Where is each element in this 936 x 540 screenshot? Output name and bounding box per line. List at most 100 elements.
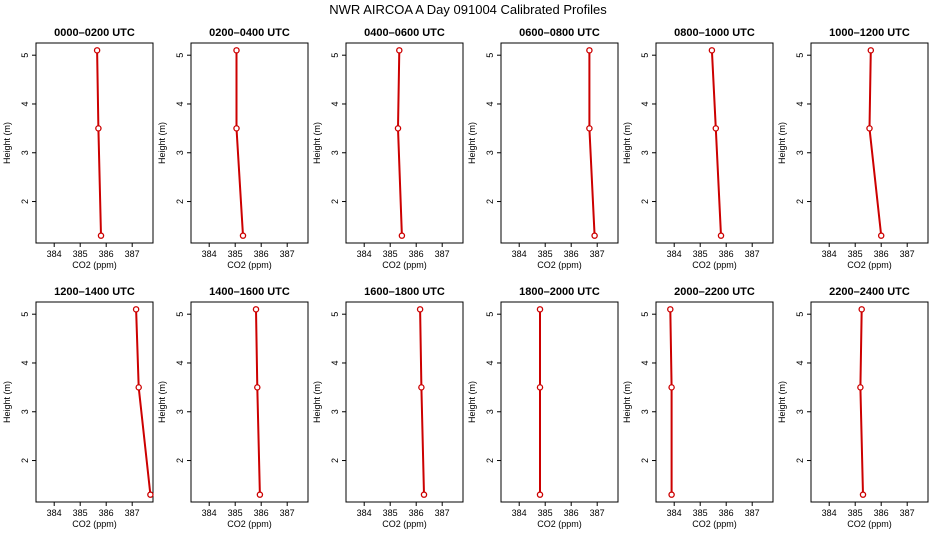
x-tick-label: 385 [73, 249, 88, 259]
x-axis-label: CO2 (ppm) [382, 519, 427, 529]
panel-10: 2000–2200 UTC 384 385 386 387 2 3 4 5 CO2 (ppm) He… [622, 286, 774, 529]
panel-11: 2200–2400 UTC 384 385 386 387 2 3 4 5 CO2 (ppm) He… [777, 286, 929, 529]
panel-title: 1400–1600 UTC [209, 286, 290, 298]
panel-title: 2000–2200 UTC [674, 286, 755, 298]
x-tick-label: 386 [254, 249, 269, 259]
y-tick-label: 4 [485, 101, 495, 106]
data-point [97, 232, 105, 239]
x-axis-label: CO2 (ppm) [692, 519, 737, 529]
y-tick-label: 5 [20, 53, 30, 58]
y-axis-label: Height (m) [312, 381, 322, 423]
x-tick-label: 387 [590, 249, 605, 259]
y-axis-label: Height (m) [622, 381, 632, 423]
panel-title: 0600–0800 UTC [519, 27, 600, 39]
x-tick-label: 385 [73, 508, 88, 518]
y-tick-label: 2 [485, 458, 495, 463]
y-tick-label: 2 [795, 458, 805, 463]
y-tick-label: 4 [330, 101, 340, 106]
y-tick-label: 3 [640, 409, 650, 414]
x-tick-label: 387 [900, 508, 915, 518]
data-point [233, 47, 240, 54]
x-tick-label: 384 [512, 249, 527, 259]
y-axis-label: Height (m) [467, 122, 477, 164]
y-tick-label: 2 [640, 199, 650, 204]
panels-group: 0000–0200 UTC 384 385 386 387 2 3 4 5 CO2 (ppm) He… [2, 27, 929, 529]
y-tick-label: 2 [20, 199, 30, 204]
x-tick-label: 387 [125, 508, 140, 518]
y-tick-label: 5 [175, 53, 185, 58]
y-axis-label: Height (m) [777, 122, 787, 164]
y-tick-label: 2 [640, 458, 650, 463]
plot-frame [810, 42, 929, 244]
x-tick-label: 385 [538, 249, 553, 259]
x-tick-label: 384 [47, 508, 62, 518]
panel-3: 0600–0800 UTC 384 385 386 387 2 3 4 5 CO2 (ppm) He… [467, 27, 619, 270]
y-tick-label: 4 [640, 360, 650, 365]
data-point [256, 491, 264, 498]
data-point [147, 491, 154, 498]
x-tick-label: 386 [409, 249, 424, 259]
y-tick-label: 2 [20, 458, 30, 463]
y-tick-label: 5 [795, 53, 805, 58]
data-point [536, 491, 544, 498]
x-tick-label: 384 [667, 508, 682, 518]
data-point [717, 232, 725, 239]
x-tick-label: 384 [822, 249, 837, 259]
data-point [254, 384, 261, 391]
x-tick-label: 386 [564, 249, 579, 259]
y-axis-label: Height (m) [2, 122, 12, 164]
data-point [252, 306, 260, 313]
x-tick-label: 386 [409, 508, 424, 518]
panel-title: 1600–1800 UTC [364, 286, 445, 298]
y-axis-label: Height (m) [312, 122, 322, 164]
x-axis-label: CO2 (ppm) [382, 260, 427, 270]
x-axis-label: CO2 (ppm) [72, 519, 117, 529]
panel-8: 1600–1800 UTC 384 385 386 387 2 3 4 5 CO2 (ppm) He… [312, 286, 464, 529]
profile-line [588, 50, 596, 236]
y-tick-label: 2 [175, 199, 185, 204]
x-axis-label: CO2 (ppm) [537, 260, 582, 270]
plot-frame [345, 42, 464, 244]
x-tick-label: 387 [900, 249, 915, 259]
data-point [536, 384, 544, 391]
x-tick-label: 387 [435, 249, 450, 259]
y-tick-label: 5 [485, 312, 495, 317]
x-tick-label: 385 [228, 249, 243, 259]
x-tick-label: 384 [357, 249, 372, 259]
y-tick-label: 4 [795, 360, 805, 365]
panel-title: 1000–1200 UTC [829, 27, 910, 39]
x-axis-label: CO2 (ppm) [227, 260, 272, 270]
data-point [591, 232, 598, 239]
y-tick-label: 3 [330, 409, 340, 414]
y-tick-label: 2 [330, 199, 340, 204]
plot-frame [35, 42, 154, 244]
x-tick-label: 386 [564, 508, 579, 518]
x-tick-label: 385 [383, 249, 398, 259]
x-tick-label: 387 [280, 249, 295, 259]
data-point [867, 47, 875, 54]
y-tick-label: 4 [330, 360, 340, 365]
x-axis-label: CO2 (ppm) [847, 519, 892, 529]
x-tick-label: 384 [202, 249, 217, 259]
data-point [93, 47, 101, 54]
data-point [416, 306, 424, 313]
x-axis-label: CO2 (ppm) [72, 260, 117, 270]
panel-title: 0800–1000 UTC [674, 27, 755, 39]
profile-line [419, 309, 425, 495]
y-tick-label: 5 [640, 312, 650, 317]
x-tick-label: 384 [667, 249, 682, 259]
y-tick-label: 4 [175, 360, 185, 365]
y-tick-label: 2 [175, 458, 185, 463]
y-axis-label: Height (m) [622, 122, 632, 164]
profile-line [235, 50, 244, 236]
plot-frame [190, 301, 309, 503]
data-point [857, 384, 864, 391]
x-axis-label: CO2 (ppm) [227, 519, 272, 529]
x-tick-label: 386 [874, 508, 889, 518]
panel-0: 0000–0200 UTC 384 385 386 387 2 3 4 5 CO2 (ppm) He… [2, 27, 154, 270]
data-point [667, 306, 674, 313]
x-tick-label: 387 [590, 508, 605, 518]
y-tick-label: 3 [20, 409, 30, 414]
panel-title: 0400–0600 UTC [364, 27, 445, 39]
